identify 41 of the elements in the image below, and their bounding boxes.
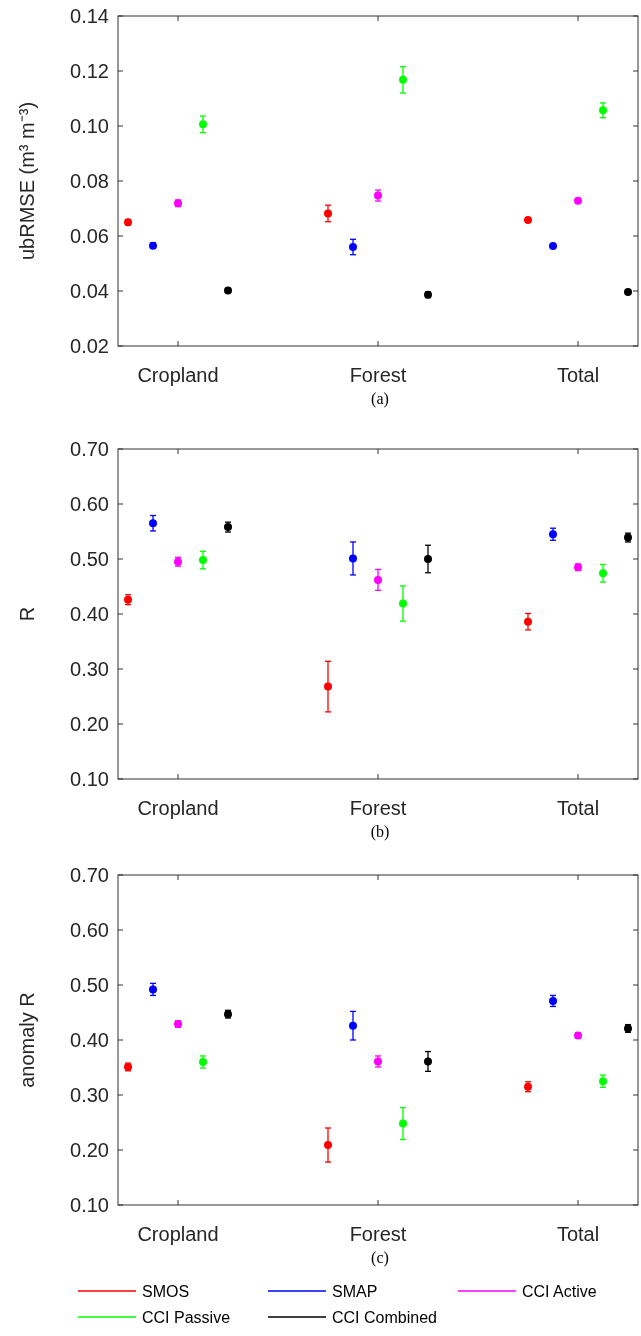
- x-tick-label: Total: [556, 797, 600, 819]
- y-tick-label: 0.50: [70, 548, 109, 570]
- y-tick-label: 0.50: [70, 974, 109, 996]
- y-tick-label: 0.40: [70, 1029, 109, 1051]
- x-tick-label: Cropland: [137, 1223, 219, 1245]
- y-tick-label: 0.20: [70, 713, 109, 735]
- y-axis-title: R: [16, 606, 38, 622]
- y-tick-label: 0.10: [70, 115, 109, 137]
- y-axis-title: anomaly R: [16, 992, 38, 1088]
- y-tick-label: 0.30: [70, 658, 109, 680]
- y-tick-label: 0.60: [70, 493, 109, 515]
- legend-label: CCI Active: [522, 1282, 597, 1300]
- y-tick-label: 0.70: [70, 864, 109, 886]
- y-tick-label: 0.14: [70, 5, 109, 27]
- x-tick-label: Total: [556, 1223, 600, 1245]
- legend-label: SMAP: [332, 1282, 378, 1300]
- legend-label: SMOS: [142, 1282, 190, 1300]
- legend-label: CCI Passive: [142, 1308, 231, 1326]
- legend-label: CCI Combined: [332, 1308, 437, 1326]
- y-tick-label: 0.30: [70, 1084, 109, 1106]
- x-tick-label: Forest: [349, 797, 407, 819]
- y-axis-title: ubRMSE (m³ m⁻³): [16, 101, 38, 261]
- x-tick-label: Forest: [349, 364, 407, 386]
- y-tick-label: 0.20: [70, 1139, 109, 1161]
- x-tick-label: Total: [556, 364, 600, 386]
- x-tick-label: Forest: [349, 1223, 407, 1245]
- y-tick-label: 0.10: [70, 768, 109, 790]
- y-tick-label: 0.08: [70, 170, 109, 192]
- text: (a): [371, 390, 389, 408]
- y-tick-label: 0.40: [70, 603, 109, 625]
- y-tick-label: 0.06: [70, 225, 109, 247]
- y-tick-label: 0.70: [70, 438, 109, 460]
- text: (b): [370, 823, 390, 841]
- y-tick-label: 0.02: [70, 335, 109, 357]
- x-tick-label: Cropland: [137, 364, 219, 386]
- y-tick-label: 0.04: [70, 280, 109, 302]
- y-tick-label: 0.60: [70, 919, 109, 941]
- x-tick-label: Cropland: [137, 797, 219, 819]
- y-tick-label: 0.12: [70, 60, 109, 82]
- y-tick-label: 0.10: [70, 1194, 109, 1216]
- text: (c): [371, 1249, 389, 1267]
